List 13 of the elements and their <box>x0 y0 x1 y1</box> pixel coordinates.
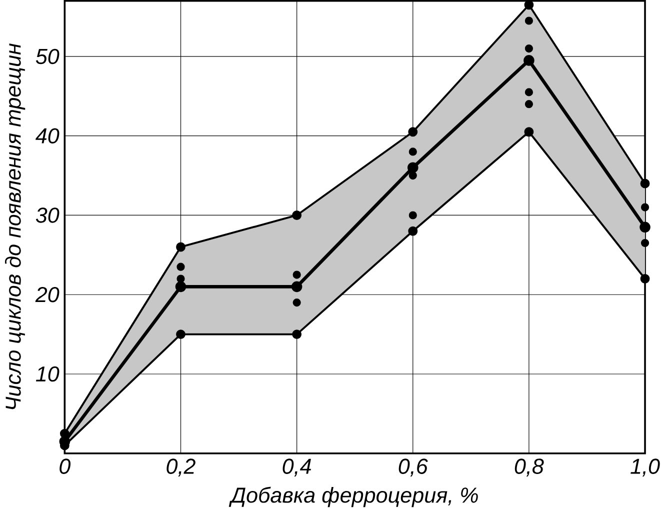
x-tick-label: 1,0 <box>630 458 660 476</box>
y-tick-label: 20 <box>35 286 60 302</box>
x-tick-label: 0,6 <box>398 458 428 476</box>
x-axis-title: Добавка ферроцерия, % <box>228 486 478 508</box>
y-tick-label: 30 <box>36 208 60 223</box>
x-tick-label: 0,2 <box>166 458 196 476</box>
y-tick-label: 10 <box>36 366 60 382</box>
x-tick-label: 0,4 <box>282 458 311 476</box>
y-tick-label: 40 <box>36 128 60 144</box>
y-axis-title: Число циклов до появления трещин <box>4 44 26 410</box>
y-tick-label: 50 <box>36 48 60 64</box>
x-tick-label: 0 <box>60 458 70 474</box>
x-tick-label: 0,8 <box>514 458 544 476</box>
